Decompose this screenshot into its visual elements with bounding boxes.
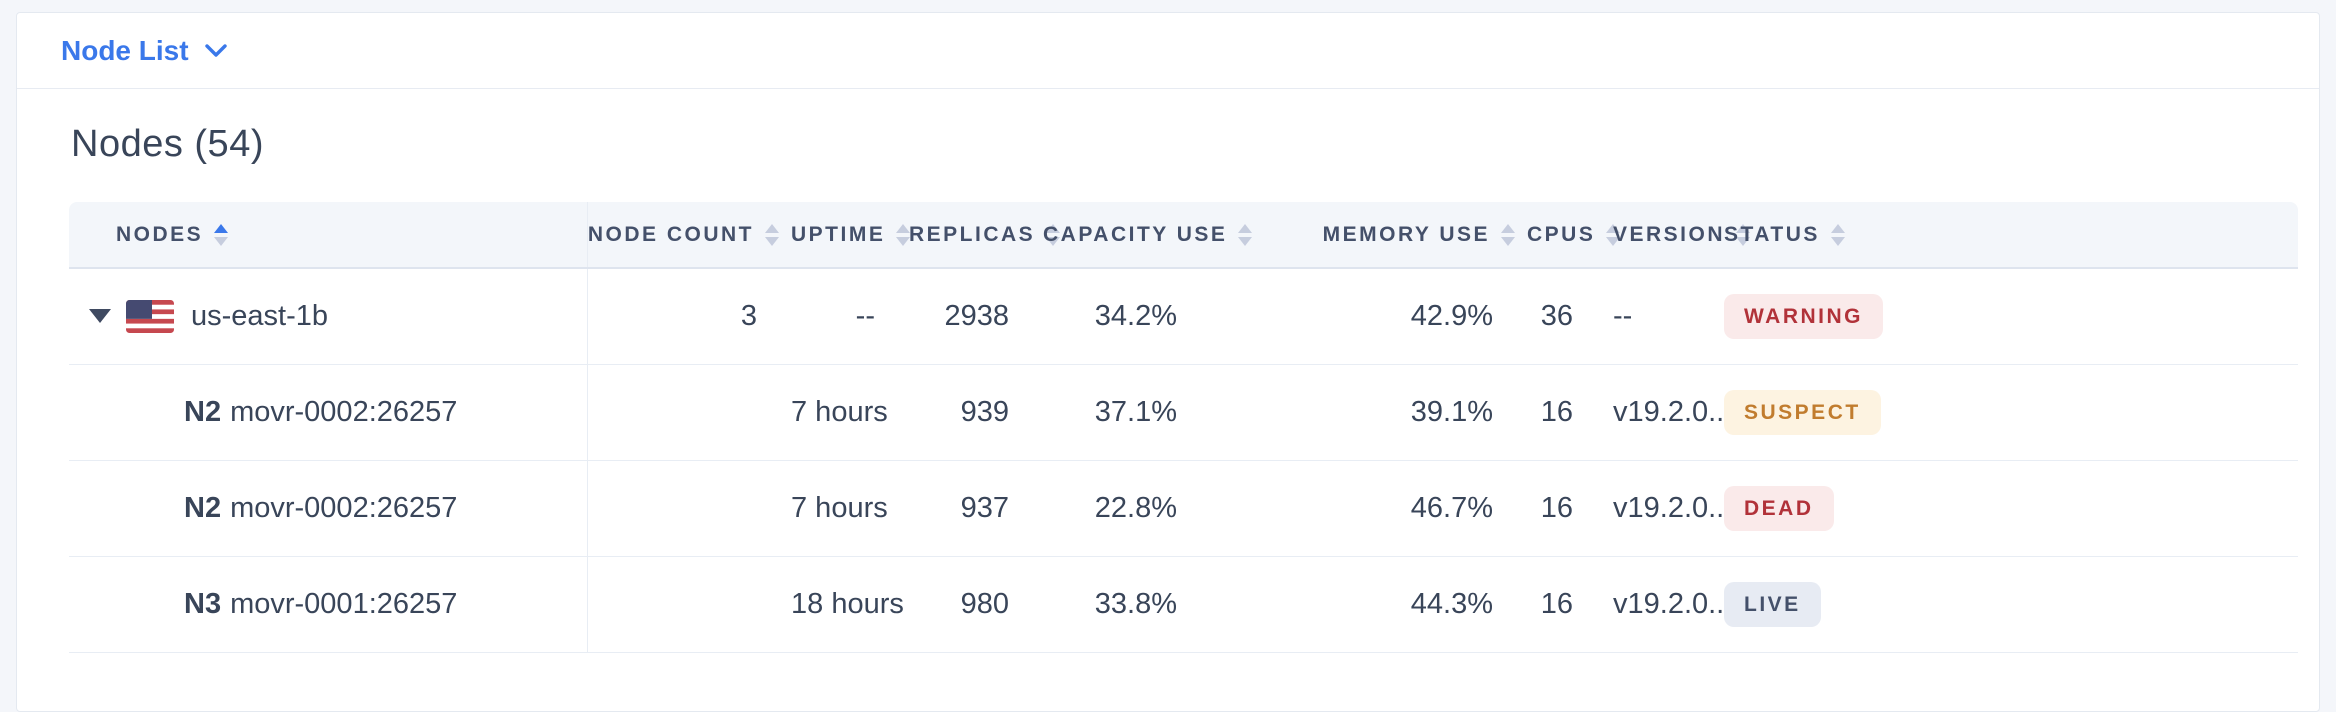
node-id: N2 xyxy=(184,395,222,428)
node-id: N3 xyxy=(184,587,222,620)
chevron-down-icon xyxy=(204,43,227,58)
cell-version: -- xyxy=(1607,268,1716,365)
sort-icon xyxy=(765,223,779,246)
cell-node-count xyxy=(587,460,791,557)
table-row-region[interactable]: us-east-1b 3 -- 2938 34.2% 42.9% 36 -- W… xyxy=(69,268,2298,365)
cell-memory-use: 46.7% xyxy=(1211,460,1527,557)
cell-version: v19.2.0... xyxy=(1607,556,1732,653)
column-header-cpus[interactable]: CPUS xyxy=(1527,202,1621,269)
table-row-node[interactable]: N3 movr-0001:26257 18 hours 980 33.8% 44.… xyxy=(69,556,2298,653)
table-header-row: NODES NODE COUNT UPTIME xyxy=(69,202,2298,269)
cell-node-count: 3 xyxy=(587,268,791,365)
cell-cpus: 16 xyxy=(1527,364,1607,461)
us-flag-icon xyxy=(126,299,174,333)
column-header-version[interactable]: VERSION xyxy=(1607,202,1751,269)
column-header-node-count[interactable]: NODE COUNT xyxy=(587,202,791,269)
column-header-replicas[interactable]: REPLICAS xyxy=(909,202,1061,269)
cell-memory-use: 44.3% xyxy=(1211,556,1527,653)
nodes-table: NODES NODE COUNT UPTIME xyxy=(69,202,2319,653)
column-header-capacity-use[interactable]: CAPACITY USE xyxy=(1043,202,1253,269)
cell-uptime: -- xyxy=(791,268,909,365)
cell-node-count xyxy=(587,556,791,653)
sort-icon xyxy=(1238,223,1253,246)
cell-replicas: 980 xyxy=(909,556,1043,653)
column-label: REPLICAS xyxy=(909,222,1036,246)
column-header-status[interactable]: STATUS xyxy=(1716,202,2298,269)
collapse-caret-icon[interactable] xyxy=(89,309,111,324)
status-badge: WARNING xyxy=(1724,293,1883,339)
sort-icon xyxy=(214,223,229,246)
status-badge: SUSPECT xyxy=(1724,389,1881,435)
node-list-dropdown[interactable]: Node List xyxy=(61,35,227,67)
column-label: MEMORY USE xyxy=(1322,222,1490,246)
column-header-memory-use[interactable]: MEMORY USE xyxy=(1211,202,1527,269)
cell-version: v19.2.0... xyxy=(1607,364,1732,461)
status-badge: DEAD xyxy=(1724,485,1834,531)
cell-replicas: 2938 xyxy=(909,268,1043,365)
column-label: VERSION xyxy=(1613,222,1726,246)
cell-node-count xyxy=(587,364,791,461)
cell-capacity-use: 33.8% xyxy=(1043,556,1211,653)
column-header-nodes[interactable]: NODES xyxy=(69,202,588,269)
column-label: UPTIME xyxy=(791,222,886,246)
cell-replicas: 939 xyxy=(909,364,1043,461)
sort-icon xyxy=(1830,223,1845,246)
cell-capacity-use: 34.2% xyxy=(1043,268,1211,365)
view-selector-bar: Node List xyxy=(17,13,2319,89)
cell-version: v19.2.0... xyxy=(1607,460,1732,557)
node-id: N2 xyxy=(184,491,222,524)
cell-capacity-use: 22.8% xyxy=(1043,460,1211,557)
column-label: NODES xyxy=(116,222,204,246)
table-row-node[interactable]: N2 movr-0002:26257 7 hours 939 37.1% 39.1… xyxy=(69,364,2298,461)
page-title: Nodes (54) xyxy=(71,123,264,165)
column-label: NODE COUNT xyxy=(587,222,754,246)
cell-memory-use: 39.1% xyxy=(1211,364,1527,461)
node-list-card: Node List Nodes (54) xyxy=(16,12,2320,712)
region-name: us-east-1b xyxy=(191,299,329,332)
column-label: CAPACITY USE xyxy=(1043,222,1228,246)
node-list-dropdown-label: Node List xyxy=(61,34,189,66)
node-address: movr-0002:26257 xyxy=(230,491,458,524)
node-address: movr-0002:26257 xyxy=(230,395,458,428)
cell-uptime: 7 hours xyxy=(791,460,909,557)
cell-memory-use: 42.9% xyxy=(1211,268,1527,365)
column-label: STATUS xyxy=(1724,222,1820,246)
cell-replicas: 937 xyxy=(909,460,1043,557)
cell-cpus: 16 xyxy=(1527,556,1607,653)
cell-cpus: 36 xyxy=(1527,268,1607,365)
cell-uptime: 7 hours xyxy=(791,364,909,461)
column-label: CPUS xyxy=(1527,222,1596,246)
status-badge: LIVE xyxy=(1724,581,1821,627)
column-header-uptime[interactable]: UPTIME xyxy=(791,202,911,269)
cell-capacity-use: 37.1% xyxy=(1043,364,1211,461)
cell-cpus: 16 xyxy=(1527,460,1607,557)
table-row-node[interactable]: N2 movr-0002:26257 7 hours 937 22.8% 46.7… xyxy=(69,460,2298,557)
sort-icon xyxy=(896,223,911,246)
node-address: movr-0001:26257 xyxy=(230,587,458,620)
cell-uptime: 18 hours xyxy=(791,556,909,653)
sort-icon xyxy=(1501,223,1515,246)
